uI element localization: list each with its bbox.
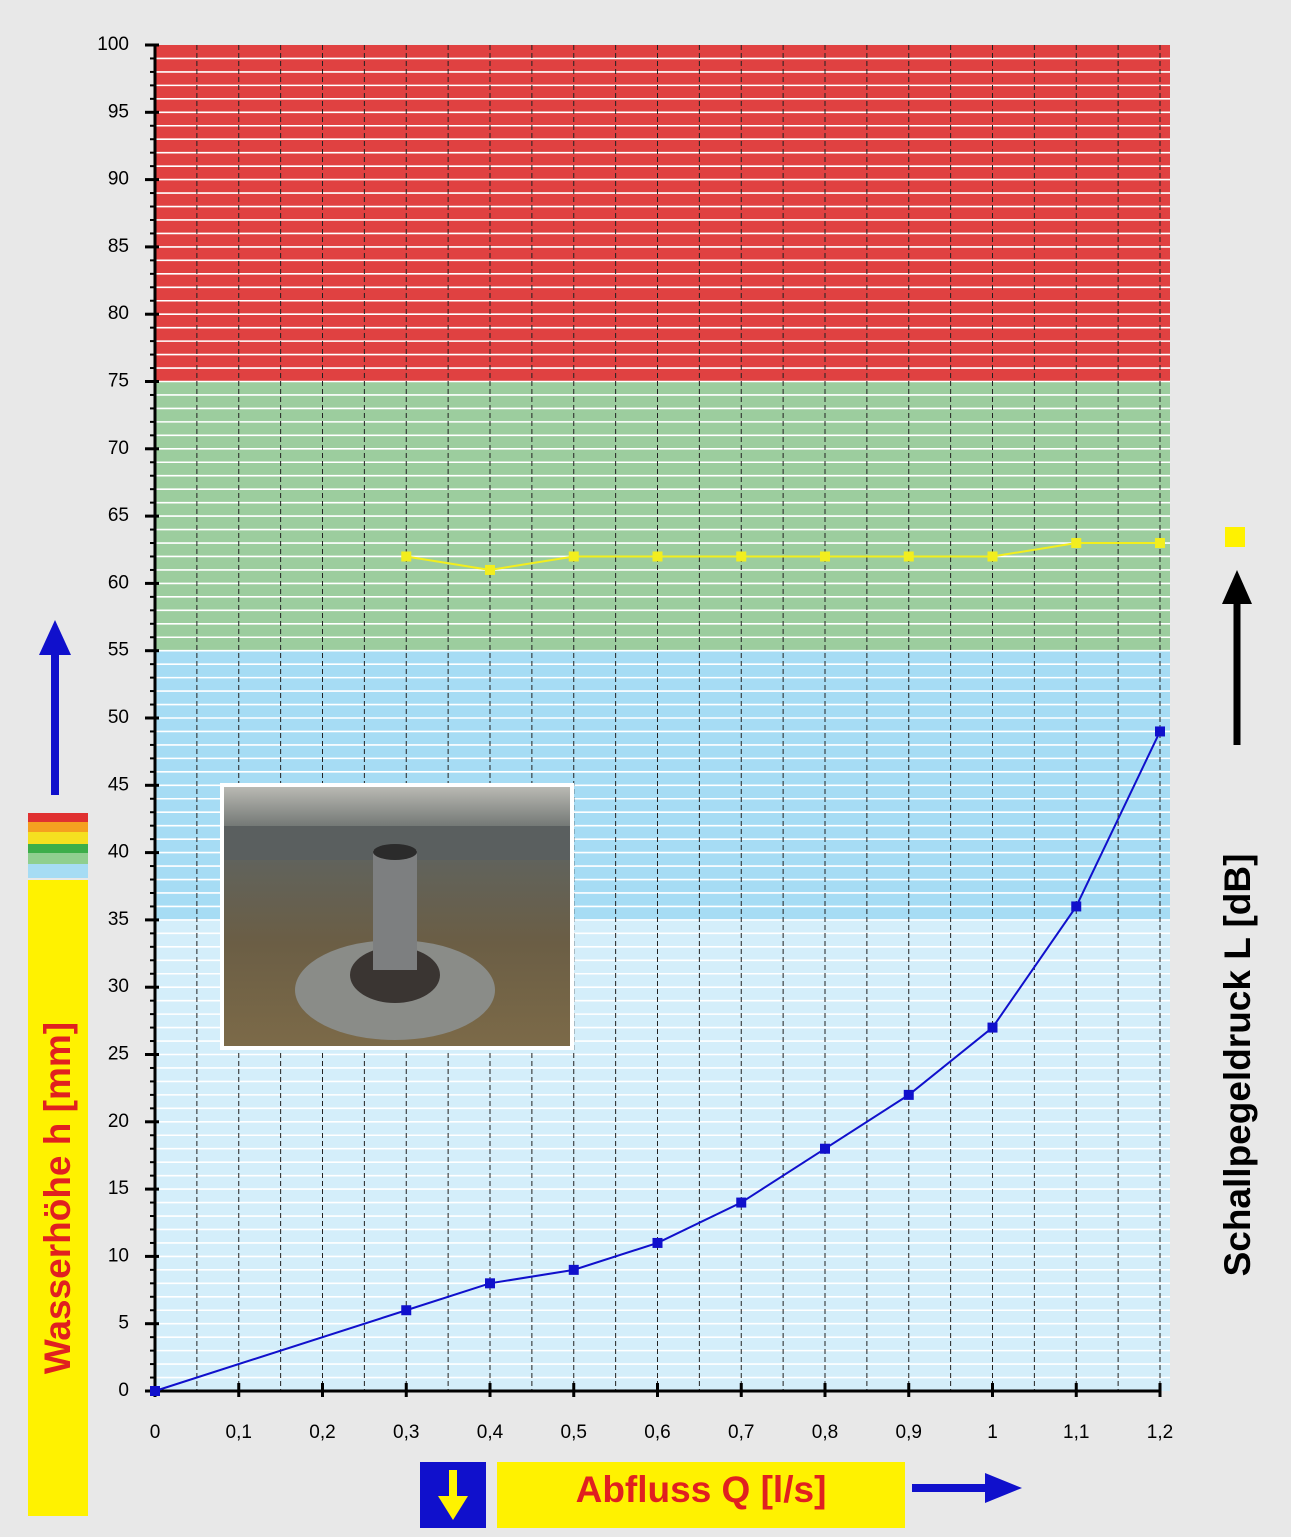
y-tick-label: 10: [108, 1245, 129, 1266]
fine-grid: [150, 45, 1170, 1391]
data-point: [904, 551, 914, 561]
y2-axis-legend: [1222, 527, 1252, 745]
x-tick-label: 0,9: [896, 1422, 922, 1443]
data-point: [653, 1238, 663, 1248]
inset-photo: [220, 783, 574, 1050]
y-tick-label: 90: [108, 169, 129, 190]
x-tick-label: 1: [987, 1422, 998, 1443]
data-point: [569, 551, 579, 561]
y-tick-label: 60: [108, 572, 129, 593]
y-tick-label: 45: [108, 774, 129, 795]
x-tick-label: 0,8: [812, 1422, 838, 1443]
x-tick-label: 1,1: [1063, 1422, 1089, 1443]
y-tick-label: 40: [108, 842, 129, 863]
data-point: [401, 551, 411, 561]
y-tick-label: 70: [108, 438, 129, 459]
data-point: [653, 551, 663, 561]
y-tick-label: 95: [108, 101, 129, 122]
y-tick-label: 80: [108, 303, 129, 324]
data-point: [485, 565, 495, 575]
y-tick-label: 100: [97, 34, 129, 55]
x-tick-label: 0,1: [226, 1422, 252, 1443]
data-point: [1071, 901, 1081, 911]
data-point: [736, 1198, 746, 1208]
data-point: [401, 1305, 411, 1315]
x-axis-title: Abfluss Q [l/s]: [576, 1469, 827, 1510]
y2-axis-title: Schallpegeldruck L [dB]: [1217, 854, 1258, 1277]
y-tick-label: 85: [108, 236, 129, 257]
chart: 0 0,1 0,2 0,3 0,4 0,5 0,6 0,7 0,8 0,9 1 1,1 1,2 0 5 10 1…: [0, 0, 1291, 1537]
x-tick-label: 0,6: [644, 1422, 670, 1443]
x-tick-label: 0,4: [477, 1422, 504, 1443]
y-tick-label: 5: [118, 1313, 129, 1334]
y-tick-label: 35: [108, 909, 129, 930]
y-tick-label: 30: [108, 976, 129, 997]
data-point: [1155, 726, 1165, 736]
y-tick-label: 15: [108, 1178, 129, 1199]
data-point: [569, 1265, 579, 1275]
y-tick-label: 20: [108, 1111, 129, 1132]
x-tick-label: 0,5: [561, 1422, 587, 1443]
data-point: [904, 1090, 914, 1100]
data-point: [150, 1386, 160, 1396]
data-point: [1155, 538, 1165, 548]
zone: [155, 45, 1170, 382]
y-tick-label: 75: [108, 371, 129, 392]
x-tick-label: 0,7: [728, 1422, 754, 1443]
data-point: [736, 551, 746, 561]
y-tick-label: 0: [118, 1380, 129, 1401]
data-point: [1071, 538, 1081, 548]
data-point: [988, 1023, 998, 1033]
y-tick-label: 25: [108, 1044, 129, 1065]
data-point: [988, 551, 998, 561]
x-tick-label: 0: [150, 1422, 161, 1443]
y-axis-title: Wasserhöhe h [mm]: [37, 1022, 78, 1374]
x-tick-label: 0,3: [393, 1422, 419, 1443]
data-point: [820, 551, 830, 561]
y-tick-label: 50: [108, 707, 129, 728]
data-point: [820, 1144, 830, 1154]
data-point: [485, 1278, 495, 1288]
x-tick-label: 1,2: [1147, 1422, 1173, 1443]
y-tick-label: 65: [108, 505, 129, 526]
y-tick-label: 55: [108, 640, 129, 661]
x-tick-label: 0,2: [309, 1422, 335, 1443]
